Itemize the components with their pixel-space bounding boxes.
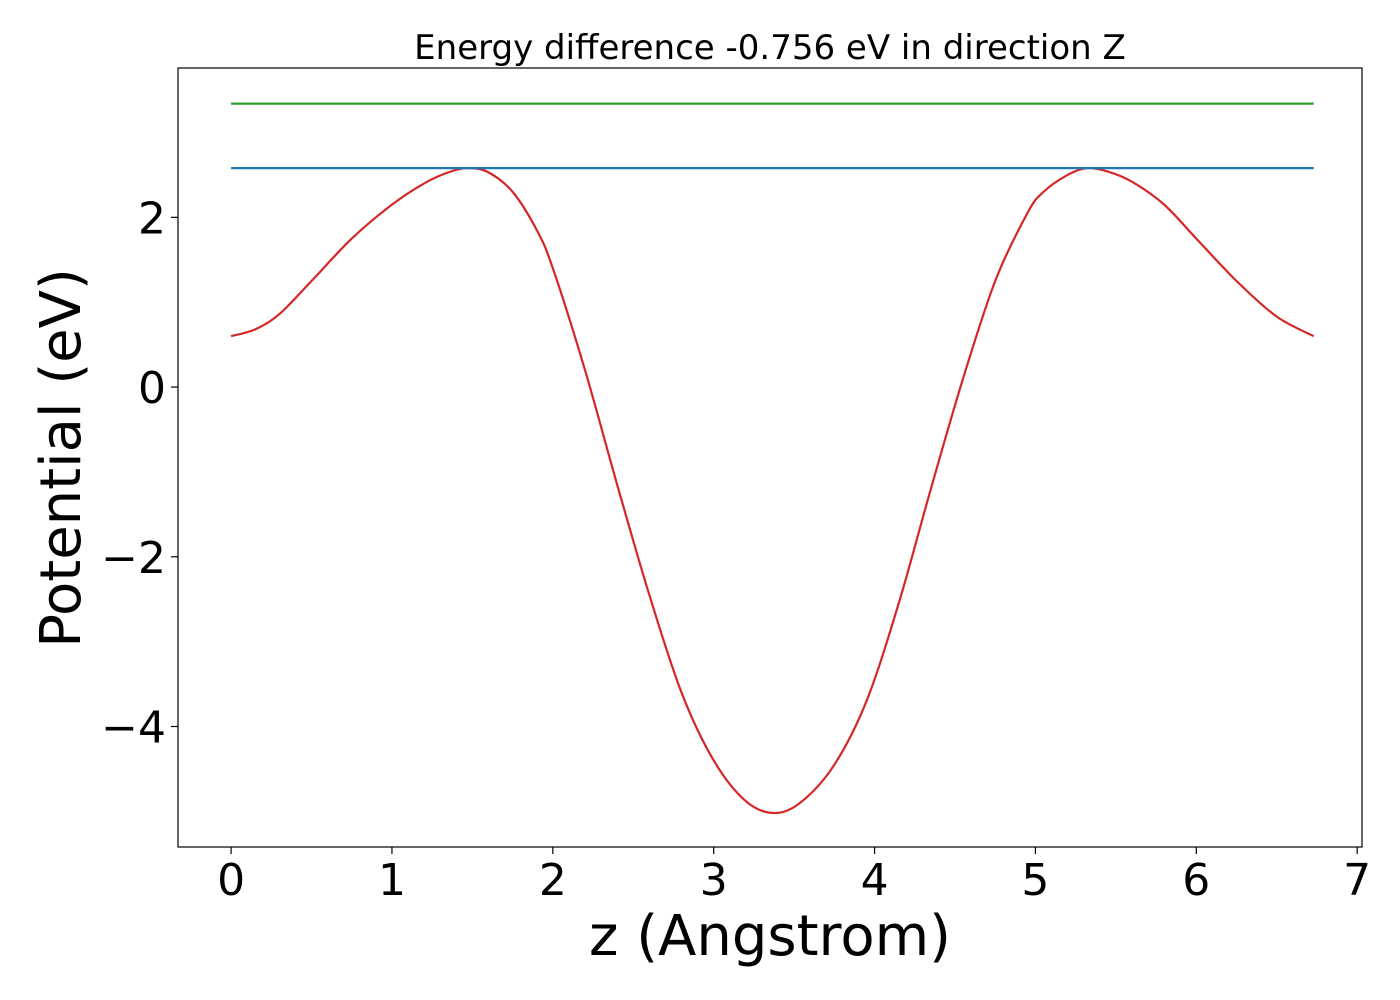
x-tick-label: 3 <box>700 855 728 906</box>
y-tick-label: −4 <box>101 703 166 754</box>
y-axis-label: Potential (eV) <box>29 268 94 648</box>
plot-frame <box>177 67 1363 848</box>
x-axis-ticks: 0 1 2 3 4 5 6 7 <box>217 847 1371 906</box>
x-tick-label: 5 <box>1021 855 1049 906</box>
y-tick-label: 2 <box>138 193 166 244</box>
x-tick-label: 2 <box>539 855 567 906</box>
y-tick-label: −2 <box>101 533 166 584</box>
y-tick-label: 0 <box>138 363 166 414</box>
x-tick-label: 4 <box>861 855 889 906</box>
series-layer <box>230 102 1315 815</box>
chart-title: Energy difference -0.756 eV in direction… <box>414 28 1126 68</box>
x-axis-label: z (Angstrom) <box>589 904 951 969</box>
y-axis-ticks: −4 −2 0 2 <box>101 193 178 754</box>
x-tick-label: 7 <box>1343 855 1371 906</box>
x-tick-label: 0 <box>217 855 245 906</box>
x-tick-label: 1 <box>378 855 406 906</box>
x-tick-label: 6 <box>1182 855 1210 906</box>
